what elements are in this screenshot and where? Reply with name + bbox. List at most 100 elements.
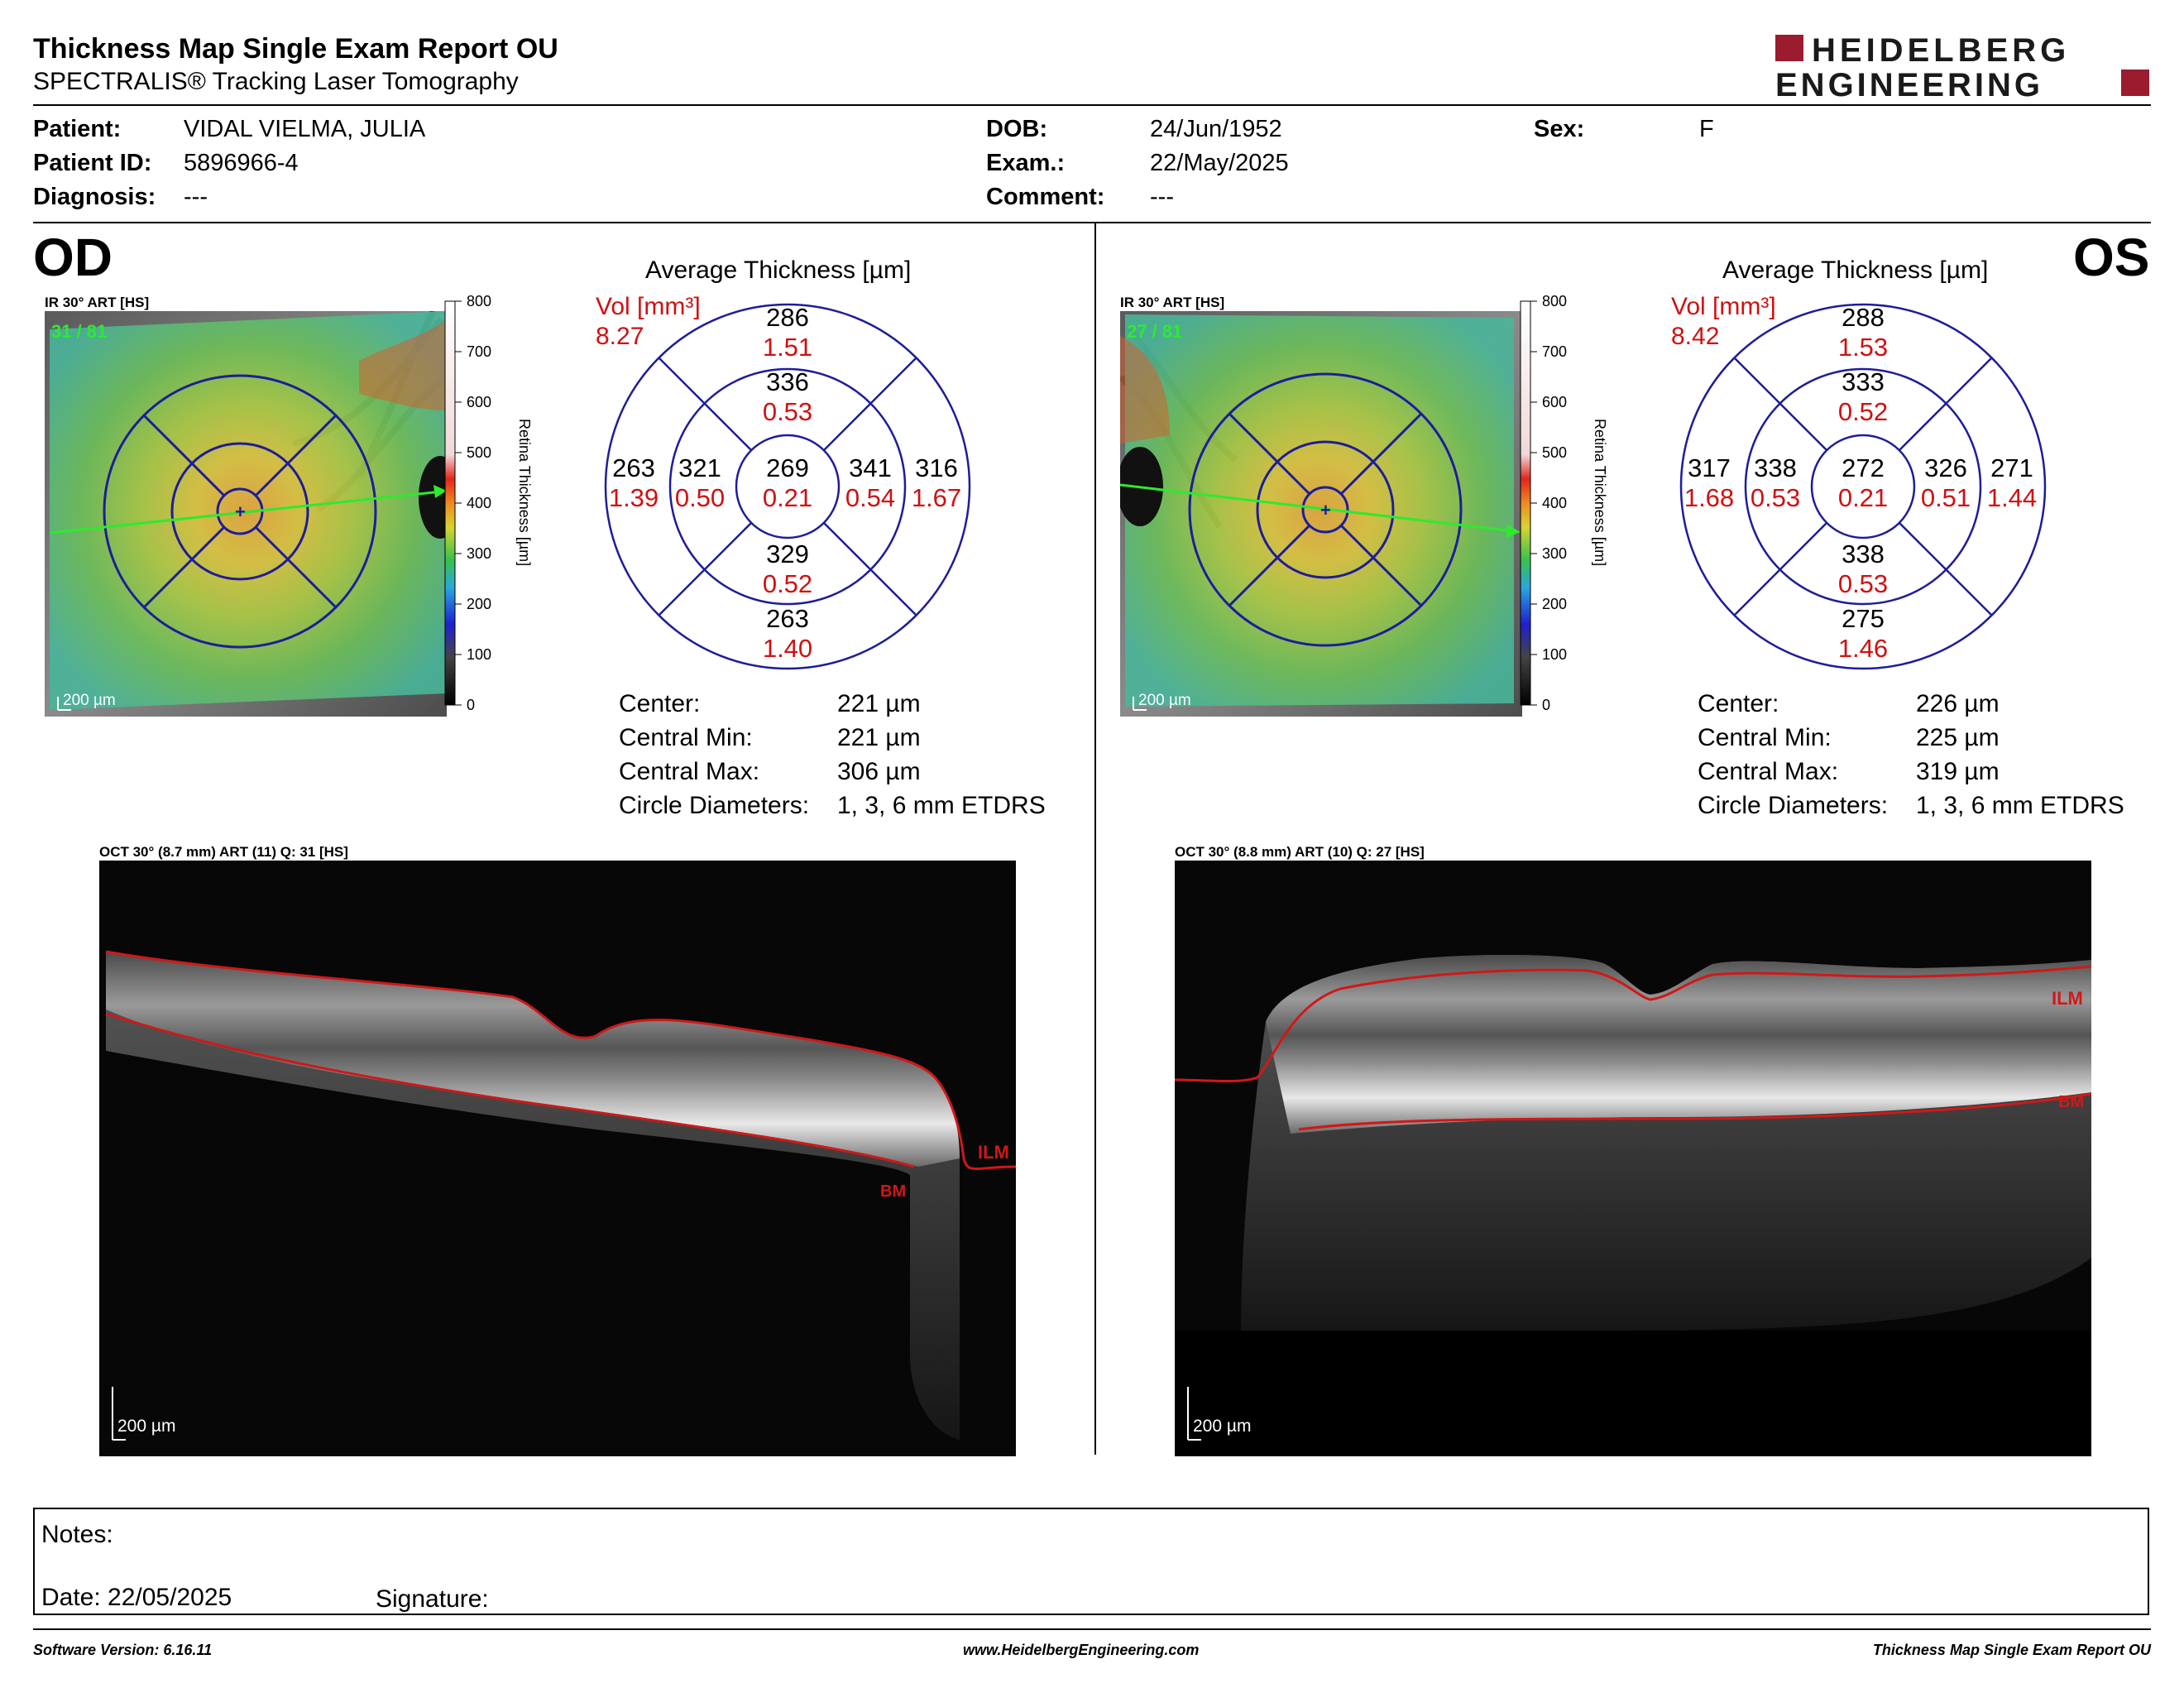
report-title: Thickness Map Single Exam Report OU — [33, 33, 558, 65]
svg-text:+: + — [235, 501, 246, 522]
od-etdrs-grid: Vol [mm³] 8.27 286 1.51 336 0.53 269 0.2… — [596, 293, 971, 670]
patient-label: Patient: — [33, 116, 122, 142]
footer-report-name: Thickness Map Single Exam Report OU — [1872, 1642, 2151, 1658]
os-outer-top-thickness: 288 — [1842, 303, 1885, 332]
od-fundus-label: IR 30° ART [HS] — [45, 295, 150, 310]
os-outer-top-volume: 1.53 — [1838, 333, 1888, 362]
os-inner-bottom-volume: 0.53 — [1838, 569, 1888, 598]
os-outer-right-volume: 1.44 — [1987, 483, 2037, 512]
divider — [33, 1628, 2151, 1630]
footer-software-version: Software Version: 6.16.11 — [33, 1642, 213, 1658]
od-max-value: 306 µm — [837, 758, 921, 785]
os-bm-label: BM — [2058, 1093, 2084, 1111]
exam-label: Exam.: — [986, 150, 1066, 176]
od-inner-bottom-thickness: 329 — [766, 539, 809, 568]
scale-tick-label: 0 — [467, 697, 475, 713]
signature-label: Signature: — [376, 1585, 489, 1613]
os-inner-right-volume: 0.51 — [1921, 483, 1971, 512]
od-inner-top-thickness: 336 — [766, 367, 809, 396]
od-inner-top-volume: 0.53 — [763, 397, 812, 426]
os-fundus-thickness-map: + 27 / 81 200 µm — [1120, 311, 1522, 717]
os-center-volume: 0.21 — [1838, 483, 1888, 512]
eye-label-os: OS — [2073, 228, 2150, 287]
os-center-thickness: 272 — [1842, 453, 1885, 482]
od-center-volume: 0.21 — [763, 483, 812, 512]
divider — [33, 104, 2151, 106]
exam-value: 22/May/2025 — [1150, 150, 1289, 176]
od-oct-scalebar: 200 µm — [117, 1417, 175, 1436]
od-outer-left-thickness: 263 — [612, 453, 655, 482]
os-min-label: Central Min: — [1698, 724, 1832, 751]
patient-id-label: Patient ID: — [33, 150, 152, 176]
od-center-value: 221 µm — [837, 690, 921, 717]
scale-tick-label: 0 — [1542, 697, 1550, 713]
od-outer-right-thickness: 316 — [915, 453, 958, 482]
notes-label: Notes: — [41, 1521, 113, 1548]
comment-value: --- — [1150, 184, 1174, 210]
logo-line1: HEIDELBERG — [1812, 32, 2070, 69]
os-scale-title: Retina Thickness [µm] — [1592, 419, 1608, 566]
od-min-label: Central Min: — [619, 724, 753, 751]
os-outer-left-thickness: 317 — [1688, 453, 1731, 482]
od-ilm-label: ILM — [978, 1142, 1009, 1163]
os-max-value: 319 µm — [1916, 758, 2000, 785]
patient-id: 5896966-4 — [184, 150, 299, 176]
report-subtitle: SPECTRALIS® Tracking Laser Tomography — [33, 68, 519, 95]
od-outer-top-volume: 1.51 — [763, 333, 812, 362]
os-diam-label: Circle Diameters: — [1698, 792, 1889, 819]
scale-tick-label: 200 — [467, 596, 491, 612]
diagnosis-label: Diagnosis: — [33, 184, 156, 210]
diagnosis-value: --- — [184, 184, 208, 210]
sex-value: F — [1699, 116, 1714, 142]
svg-text:+: + — [1320, 500, 1331, 520]
od-vol-total: 8.27 — [596, 323, 644, 350]
os-inner-left-volume: 0.53 — [1751, 483, 1800, 512]
os-ilm-label: ILM — [2052, 988, 2083, 1009]
od-avg-title: Average Thickness [µm] — [645, 257, 912, 284]
od-inner-bottom-volume: 0.52 — [763, 569, 812, 598]
od-bm-label: BM — [880, 1182, 906, 1201]
dob-value: 24/Jun/1952 — [1150, 116, 1282, 142]
scale-tick-label: 200 — [1542, 596, 1567, 612]
scale-tick-label: 500 — [1542, 444, 1567, 461]
os-vol-total: 8.42 — [1671, 323, 1719, 350]
os-inner-left-thickness: 338 — [1754, 453, 1797, 482]
od-inner-right-thickness: 341 — [849, 453, 892, 482]
eye-label-od: OD — [33, 228, 113, 287]
logo-line2: ENGINEERING — [1775, 67, 2043, 103]
dob-label: DOB: — [986, 116, 1048, 142]
os-outer-right-thickness: 271 — [1990, 453, 2033, 482]
scale-tick-label: 600 — [467, 394, 491, 410]
od-outer-top-thickness: 286 — [766, 303, 809, 332]
od-inner-right-volume: 0.54 — [845, 483, 895, 512]
os-avg-title: Average Thickness [µm] — [1722, 257, 1989, 284]
os-fundus-overlay-text: 27 / 81 — [1127, 321, 1182, 342]
scale-tick-label: 300 — [1542, 545, 1567, 562]
od-min-value: 221 µm — [837, 724, 921, 751]
os-outer-bottom-thickness: 275 — [1842, 604, 1885, 633]
os-fundus-scalebar: 200 µm — [1138, 692, 1191, 709]
scale-tick-label: 600 — [1542, 394, 1567, 410]
os-oct-bscan: ILM BM 200 µm — [1175, 861, 2091, 1456]
center-divider — [1094, 223, 1096, 1455]
os-vol-label: Vol [mm³] — [1671, 293, 1776, 320]
divider — [33, 222, 2151, 223]
os-inner-bottom-thickness: 338 — [1842, 539, 1885, 568]
os-oct-scalebar: 200 µm — [1193, 1417, 1251, 1436]
od-center-label: Center: — [619, 690, 701, 717]
od-thickness-color-scale: 800 700 600 500 400 300 200 100 0 Retina Thickne… — [444, 295, 533, 713]
od-outer-right-volume: 1.67 — [912, 483, 961, 512]
scale-tick-label: 700 — [467, 343, 491, 360]
od-diam-value: 1, 3, 6 mm ETDRS — [837, 792, 1046, 819]
od-fundus-scalebar: 200 µm — [63, 692, 116, 709]
heidelberg-logo: HEIDELBERG ENGINEERING — [1775, 32, 2149, 103]
os-diam-value: 1, 3, 6 mm ETDRS — [1916, 792, 2124, 819]
scale-tick-label: 400 — [1542, 495, 1567, 511]
os-inner-top-volume: 0.52 — [1838, 397, 1888, 426]
od-scale-title: Retina Thickness [µm] — [516, 419, 533, 566]
notes-box[interactable]: Notes: Date: 22/05/2025 Signature: — [33, 1508, 2149, 1615]
os-center-label: Center: — [1698, 690, 1779, 717]
od-fundus-overlay-text: 31 / 81 — [51, 321, 107, 342]
os-oct-label: OCT 30° (8.8 mm) ART (10) Q: 27 [HS] — [1175, 844, 1425, 860]
od-oct-label: OCT 30° (8.7 mm) ART (11) Q: 31 [HS] — [99, 844, 348, 860]
